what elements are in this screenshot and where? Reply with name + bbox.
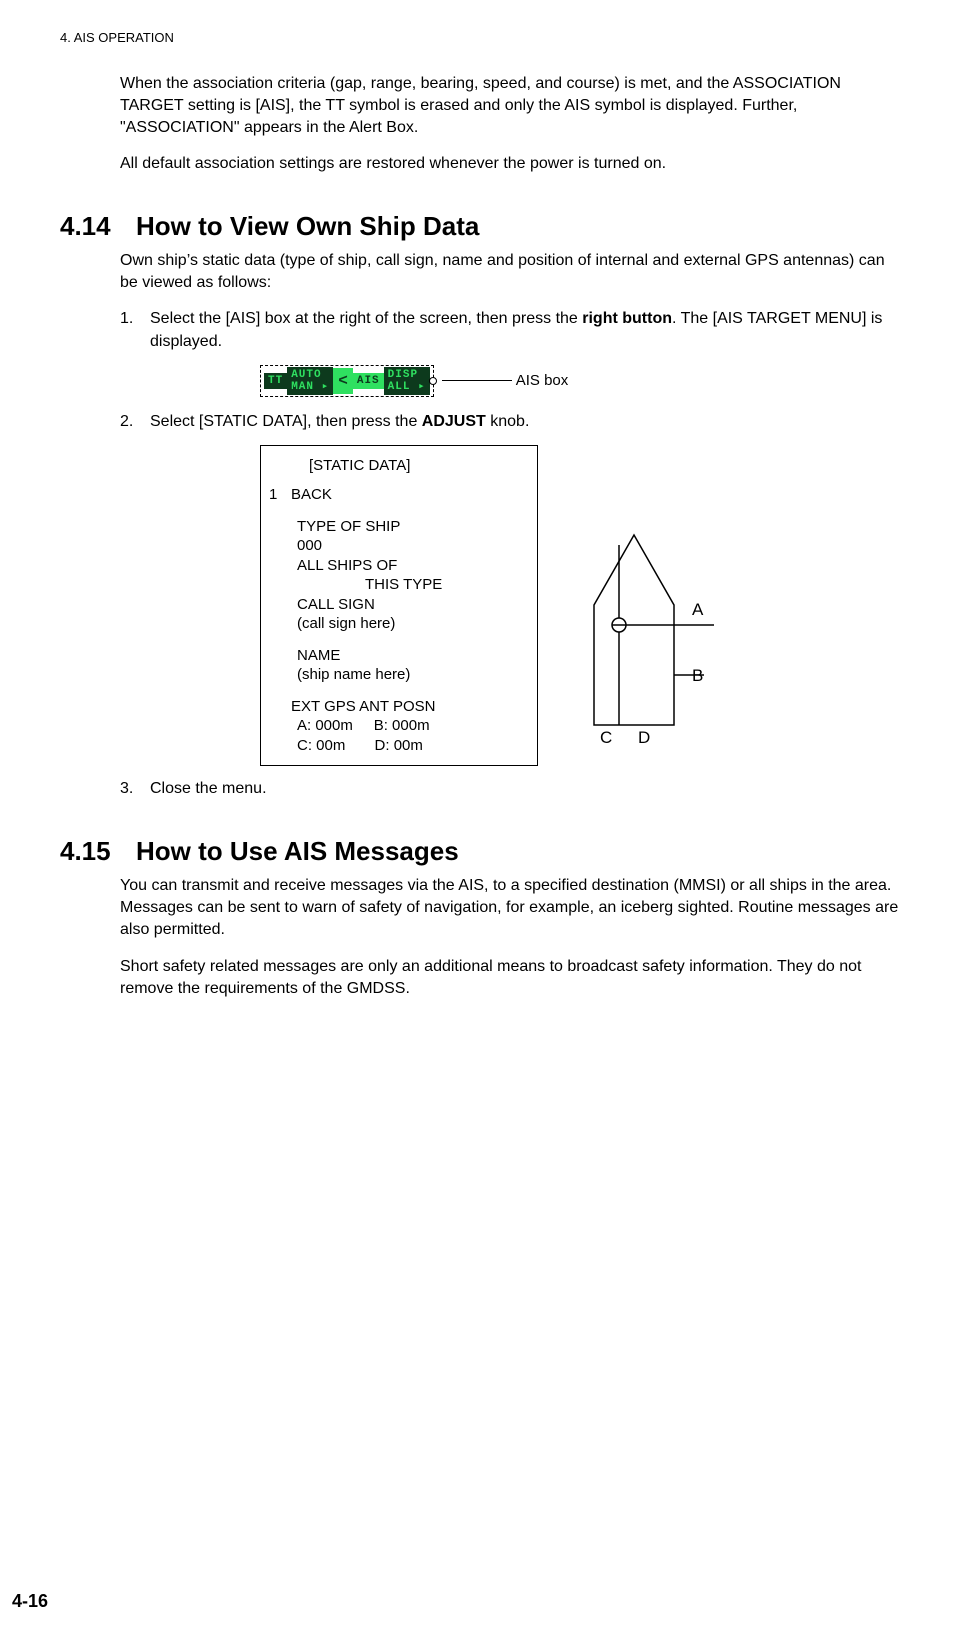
gps-b: B: 000m: [374, 717, 430, 734]
static-item-1: 1 BACK: [269, 485, 529, 505]
section-number: 4.15: [60, 836, 136, 867]
step-number: 3.: [120, 778, 150, 800]
gps-c: C: 00m: [297, 737, 345, 754]
intro-paragraph-2: All default association settings are res…: [60, 153, 914, 175]
page: 4. AIS OPERATION When the association cr…: [0, 0, 974, 1640]
ship-diagram: A B C D: [574, 445, 734, 760]
intro-paragraph-1: When the association criteria (gap, rang…: [60, 73, 914, 139]
lcd-disp: DISP: [388, 369, 426, 381]
section-4-14-lead: Own ship’s static data (type of ship, ca…: [60, 250, 914, 294]
ship-svg: A B C D: [574, 525, 734, 755]
call-sign-label: CALL SIGN: [269, 595, 529, 615]
type-of-ship-value: 000: [269, 536, 529, 556]
ship-label-c: C: [600, 728, 612, 747]
step-body: Close the menu.: [150, 778, 914, 800]
gps-d: D: 00m: [375, 737, 423, 754]
step-3: 3. Close the menu.: [60, 778, 914, 800]
ais-box-label: AIS box: [516, 372, 569, 389]
static-data-box: [STATIC DATA] 1 BACK TYPE OF SHIP 000 AL…: [260, 445, 538, 767]
gps-a: A: 000m: [297, 717, 353, 734]
static-data-title: [STATIC DATA]: [269, 456, 529, 476]
lcd-tt: TT: [264, 373, 287, 389]
this-type: THIS TYPE: [269, 575, 529, 595]
lcd-auto-man: AUTO MAN ▸: [287, 367, 333, 395]
section-number: 4.14: [60, 211, 136, 242]
section-4-15-p2: Short safety related messages are only a…: [60, 956, 914, 1000]
step-1: 1. Select the [AIS] box at the right of …: [60, 308, 914, 352]
step1-bold: right button: [582, 310, 672, 327]
static-item-num: 1: [269, 485, 291, 505]
ais-box-figure: TT AUTO MAN ▸ < AIS DISP ALL ▸: [60, 365, 914, 397]
ais-dashed-border: TT AUTO MAN ▸ < AIS DISP ALL ▸: [260, 365, 434, 397]
lcd-all: ALL ▸: [388, 381, 426, 393]
callout-leader: [442, 380, 512, 381]
step-body: Select [STATIC DATA], then press the ADJ…: [150, 411, 914, 433]
step1-text-pre: Select the [AIS] box at the right of the…: [150, 310, 582, 327]
gps-cd-row: C: 00m D: 00m: [269, 736, 529, 756]
ext-gps-label: EXT GPS ANT POSN: [269, 697, 529, 717]
ship-label-d: D: [638, 728, 650, 747]
type-of-ship-label: TYPE OF SHIP: [269, 517, 529, 537]
gps-ab-row: A: 000m B: 000m: [269, 716, 529, 736]
step-number: 1.: [120, 308, 150, 352]
lcd-tt-text: TT: [268, 375, 283, 387]
page-number: 4-16: [12, 1591, 48, 1612]
ship-label-a: A: [692, 600, 704, 619]
callout-dot: [429, 377, 437, 385]
name-label: NAME: [269, 646, 529, 666]
lcd-man: MAN ▸: [291, 381, 329, 393]
all-ships-of: ALL SHIPS OF: [269, 556, 529, 576]
section-4-14-header: 4.14 How to View Own Ship Data: [60, 211, 914, 242]
lcd-ais: AIS: [353, 373, 384, 389]
ais-box-wrap: TT AUTO MAN ▸ < AIS DISP ALL ▸: [260, 365, 568, 397]
step2-text-pre: Select [STATIC DATA], then press the: [150, 413, 422, 430]
section-title: How to View Own Ship Data: [136, 211, 479, 242]
step2-bold: ADJUST: [422, 413, 486, 430]
running-head: 4. AIS OPERATION: [60, 30, 914, 45]
ordered-list-414: 1. Select the [AIS] box at the right of …: [60, 308, 914, 800]
lcd-ais-text: AIS: [357, 375, 380, 387]
step2-text-post: knob.: [486, 413, 530, 430]
static-data-row: [STATIC DATA] 1 BACK TYPE OF SHIP 000 AL…: [60, 445, 914, 767]
lcd-less: <: [333, 368, 353, 394]
step-2: 2. Select [STATIC DATA], then press the …: [60, 411, 914, 433]
step-body: Select the [AIS] box at the right of the…: [150, 308, 914, 352]
call-sign-value: (call sign here): [269, 614, 529, 634]
ship-label-b: B: [692, 666, 703, 685]
lcd-auto: AUTO: [291, 369, 329, 381]
section-title: How to Use AIS Messages: [136, 836, 459, 867]
section-4-15-header: 4.15 How to Use AIS Messages: [60, 836, 914, 867]
section-4-15-p1: You can transmit and receive messages vi…: [60, 875, 914, 941]
lcd-display: TT AUTO MAN ▸ < AIS DISP ALL ▸: [264, 368, 430, 394]
lcd-disp-all: DISP ALL ▸: [384, 367, 430, 395]
name-value: (ship name here): [269, 665, 529, 685]
step-number: 2.: [120, 411, 150, 433]
static-item-label: BACK: [291, 485, 332, 505]
